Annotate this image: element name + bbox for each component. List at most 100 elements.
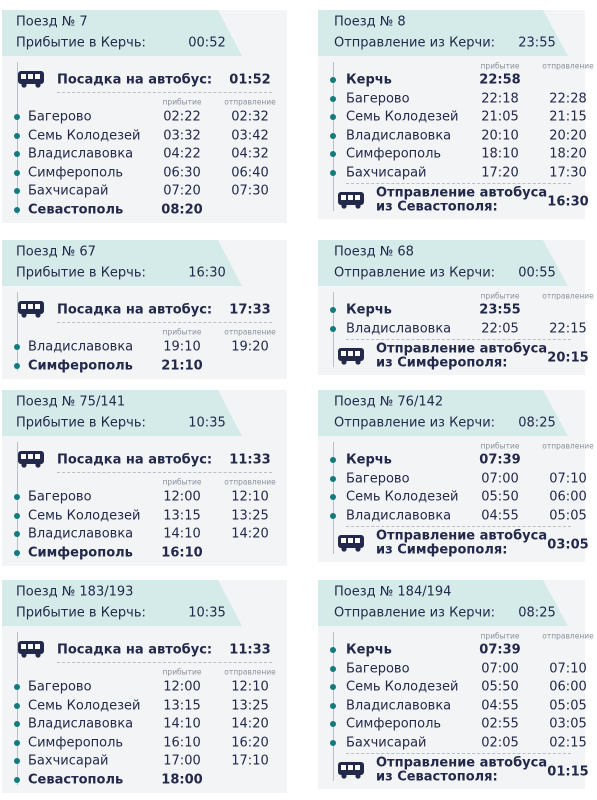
arrival: 20:10 (481, 128, 519, 143)
stop-name: Владиславовка (346, 321, 452, 336)
stop-name: Симферополь (28, 165, 124, 180)
arrival: 03:32 (163, 128, 201, 143)
stop-name: Владиславовка (28, 716, 134, 732)
stop-dot (14, 151, 20, 157)
col-departure: отправление (542, 61, 594, 71)
stop-name: Симферополь (346, 146, 442, 162)
col-arrival: прибытие (480, 441, 520, 451)
departure: 07:30 (231, 183, 269, 199)
col-arrival: прибытие (162, 97, 202, 107)
bus-label: Посадка на автобус: (57, 302, 213, 318)
header-time: 08:25 (518, 605, 556, 621)
departure: 13:25 (231, 698, 269, 713)
header-time: 10:35 (188, 605, 226, 621)
departure: 07:10 (549, 471, 587, 486)
stop-dot (330, 114, 336, 120)
arrival: 12:00 (163, 679, 201, 695)
stop-dot (14, 702, 20, 709)
departure: 22:15 (549, 321, 587, 336)
header-label: Отправление из Керчи: (334, 265, 496, 281)
arrival: 07:20 (163, 183, 201, 199)
stop-dot (330, 702, 336, 709)
footer-time: 16:30 (547, 194, 589, 209)
col-arrival: прибытие (480, 61, 520, 71)
header-time: 00:55 (518, 265, 556, 281)
header-label: Прибытие в Керчь: (16, 415, 146, 431)
arrival: 18:10 (481, 146, 519, 162)
departure: 05:05 (549, 698, 587, 713)
stop-dot (14, 188, 20, 194)
arrival: 16:10 (161, 545, 203, 560)
stop-dot (330, 457, 336, 463)
train-card: Поезд № 7 Прибытие в Керчь: 00:52 Посадка н… (2, 10, 287, 223)
stop-dot (14, 549, 20, 556)
stop-name: Багерово (28, 109, 92, 125)
stop-name: Керчь (346, 452, 392, 468)
stop-dot (330, 494, 336, 500)
footer-label: Отправление автобуса (376, 185, 548, 200)
arrival: 04:22 (163, 146, 201, 162)
bus-label: Посадка на автобус: (57, 72, 213, 88)
stop-name: Семь Колодезей (346, 109, 459, 125)
arrival: 07:00 (481, 471, 519, 486)
stop-name: Керчь (346, 642, 392, 658)
footer-label: Отправление автобуса (376, 528, 548, 543)
train-number: Поезд № 7 (16, 14, 88, 30)
stop-name: Севастополь (28, 202, 124, 217)
header-band (2, 240, 242, 286)
bus-time: 11:33 (229, 642, 271, 658)
departure: 06:00 (549, 679, 587, 695)
stop-dot (14, 721, 20, 727)
divider (57, 92, 272, 93)
bus-label: Посадка на автобус: (57, 452, 213, 468)
header-label: Прибытие в Керчь: (16, 605, 146, 621)
arrival: 05:50 (481, 679, 519, 695)
header-label: Прибытие в Керчь: (16, 35, 146, 51)
header-band (318, 580, 568, 626)
stop-dot (330, 77, 336, 83)
arrival: 21:05 (481, 109, 519, 125)
divider (57, 322, 272, 323)
departure: 03:05 (549, 716, 587, 732)
arrival: 02:22 (163, 109, 201, 125)
train-card: Поезд № 76/142 Отправление из Керчи: 08:25… (318, 390, 594, 562)
divider (346, 752, 571, 754)
train-number: Поезд № 68 (334, 244, 414, 260)
departure: 06:40 (231, 165, 269, 180)
departure: 14:20 (231, 526, 269, 542)
train-card: Поезд № 68 Отправление из Керчи: 00:55 приб… (318, 240, 594, 375)
stop-dot (14, 531, 20, 537)
train-number: Поезд № 184/194 (334, 584, 452, 600)
stop-name: Владиславовка (28, 146, 134, 162)
departure: 20:20 (549, 128, 587, 143)
stop-name: Багерово (346, 661, 410, 676)
train-number: Поезд № 183/193 (16, 584, 134, 600)
stop-name: Багерово (28, 679, 92, 695)
stop-dot (14, 739, 20, 746)
stop-dot (330, 151, 336, 157)
stop-dot (330, 307, 336, 313)
header-band (2, 10, 242, 56)
divider (346, 525, 571, 527)
col-arrival: прибытие (162, 327, 202, 337)
stop-dot (330, 325, 336, 332)
stop-name: Севастополь (28, 772, 124, 787)
departure: 06:00 (549, 489, 587, 505)
footer-label: Отправление автобуса (376, 755, 548, 770)
arrival: 07:39 (479, 642, 521, 658)
train-number: Поезд № 8 (334, 14, 406, 30)
train-card: Поезд № 8 Отправление из Керчи: 23:55 прибы… (318, 10, 594, 219)
col-departure: отправление (542, 441, 594, 451)
stop-dot (330, 512, 336, 519)
footer-label: из Севастополя: (376, 769, 498, 784)
stop-dot (330, 665, 336, 672)
departure: 16:20 (231, 735, 269, 750)
departure: 04:32 (231, 146, 269, 162)
bus-icon (338, 191, 364, 209)
header-time: 08:25 (518, 415, 556, 431)
stop-name: Владиславовка (346, 128, 452, 143)
stop-name: Бахчисарай (28, 753, 109, 769)
arrival: 19:10 (163, 339, 201, 355)
train-card: Поезд № 183/193 Прибытие в Керчь: 10:35 Пос… (2, 580, 287, 793)
